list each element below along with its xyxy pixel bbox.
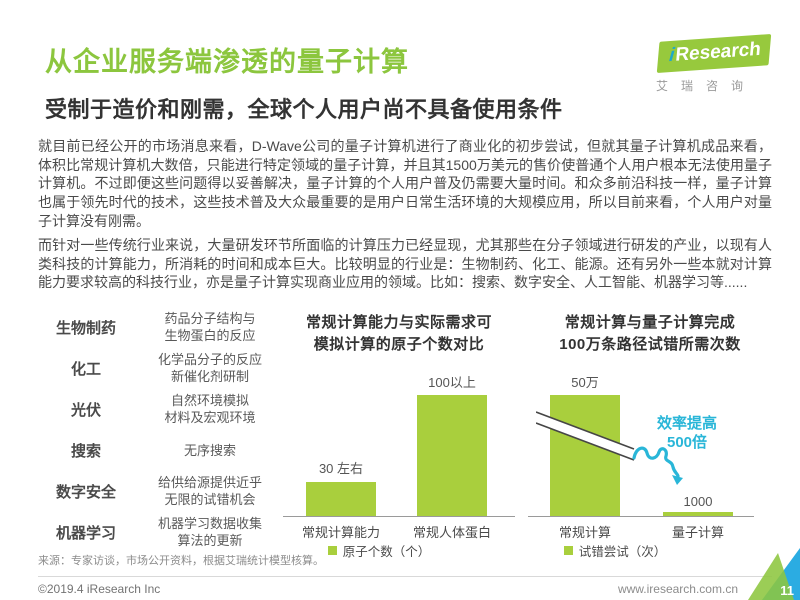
body-paragraph-1: 就目前已经公开的市场消息来看，D-Wave公司的量子计算机进行了商业化的初步尝试… — [38, 138, 772, 229]
industry-desc-line: 化学品分子的反应 — [157, 352, 262, 367]
bar-value-label: 50万 — [571, 375, 599, 390]
industry-desc: 无序搜索 — [130, 442, 290, 459]
table-row: 光伏 自然环境模拟 材料及宏观环境 — [42, 392, 290, 426]
footer-divider — [38, 576, 772, 577]
logo-chinese-text: 艾瑞咨询 — [656, 79, 757, 93]
axis-break-icon — [536, 411, 635, 461]
x-axis — [528, 516, 754, 517]
source-note: 来源：专家访谈，市场公开资料，根据艾瑞统计模型核算。 — [38, 555, 324, 567]
iresearch-logo: iResearch 艾瑞咨询 — [650, 33, 772, 94]
category-label: 常规人体蛋白 — [412, 525, 491, 540]
efficiency-annotation: 效率提高 500倍 — [656, 415, 717, 451]
category-label: 量子计算 — [671, 525, 724, 540]
legend-label: 原子个数（个） — [342, 545, 431, 559]
x-axis — [283, 516, 515, 517]
squiggle-arrow-icon — [632, 446, 683, 485]
industry-desc-line: 材料及宏观环境 — [164, 410, 256, 425]
industry-desc-line: 无序搜索 — [183, 442, 236, 458]
industry-desc: 药品分子结构与 生物蛋白的反应 — [130, 310, 290, 344]
industry-table: 生物制药 药品分子结构与 生物蛋白的反应 化工 化学品分子的反应 新催化剂研制 … — [42, 310, 290, 556]
logo-brand-text: Research — [674, 38, 762, 66]
legend-swatch-icon — [327, 546, 337, 555]
industry-label: 搜索 — [70, 442, 101, 460]
legend-label: 试错尝试（次） — [578, 545, 667, 559]
chart-title: 常规计算与量子计算完成 100万条路径试错所需次数 — [559, 314, 741, 353]
table-row: 化工 化学品分子的反应 新催化剂研制 — [42, 351, 290, 385]
industry-desc: 化学品分子的反应 新催化剂研制 — [130, 351, 290, 385]
industry-desc: 机器学习数据收集 算法的更新 — [130, 515, 290, 549]
bar-quantum-computing — [663, 512, 733, 516]
industry-desc-line: 药品分子结构与 — [164, 311, 256, 326]
industry-label: 生物制药 — [55, 319, 116, 337]
iresearch-logo-mark: iResearch — [656, 33, 772, 74]
bar-conventional-computing — [306, 482, 376, 516]
chart-legend: 试错尝试（次） — [493, 541, 737, 560]
industry-label: 数字安全 — [55, 483, 116, 501]
industry-desc-line: 新催化剂研制 — [170, 369, 249, 384]
corner-decoration — [748, 548, 800, 600]
industry-desc-line: 生物蛋白的反应 — [164, 328, 256, 343]
chart-legend: 原子个数（个） — [263, 541, 495, 560]
industry-desc-line: 无限的试错机会 — [164, 492, 256, 507]
industry-desc-line: 给供给源提供近乎 — [157, 475, 262, 490]
chart-atom-comparison: 常规计算能力与实际需求可 模拟计算的原子个数对比 30 左右 100以上 常规计… — [283, 310, 515, 562]
copyright-text: ©2019.4 iResearch Inc — [38, 582, 161, 596]
table-row: 机器学习 机器学习数据收集 算法的更新 — [42, 515, 290, 549]
bar-conventional-computing — [550, 395, 620, 516]
bar-value-label: 1000 — [683, 494, 713, 509]
body-paragraph-2: 而针对一些传统行业来说，大量研发环节所面临的计算压力已经显现，尤其那些在分子领域… — [38, 237, 772, 291]
chart-title: 常规计算能力与实际需求可 模拟计算的原子个数对比 — [305, 314, 492, 353]
bar-human-protein — [417, 395, 487, 516]
industry-label: 化工 — [70, 360, 101, 378]
legend-swatch-icon — [563, 546, 573, 555]
table-row: 生物制药 药品分子结构与 生物蛋白的反应 — [42, 310, 290, 344]
table-row: 数字安全 给供给源提供近乎 无限的试错机会 — [42, 474, 290, 508]
page-subtitle: 受制于造价和刚需，全球个人用户尚不具备使用条件 — [45, 97, 563, 122]
page-number: 11 — [780, 583, 794, 598]
industry-desc-line: 机器学习数据收集 — [157, 516, 262, 531]
website-link[interactable]: www.iresearch.com.cn — [617, 582, 738, 596]
bar-value-label: 30 左右 — [318, 461, 364, 476]
industry-desc-line: 自然环境模拟 — [170, 393, 249, 408]
category-label: 常规计算能力 — [301, 525, 380, 540]
industry-label: 机器学习 — [55, 524, 116, 542]
industry-label: 光伏 — [70, 401, 101, 419]
category-label: 常规计算 — [558, 525, 611, 540]
table-row: 搜索 无序搜索 — [42, 433, 290, 467]
chart-trial-comparison: 常规计算与量子计算完成 100万条路径试错所需次数 50万 1000 效率提高 … — [528, 310, 772, 562]
industry-desc: 自然环境模拟 材料及宏观环境 — [130, 392, 290, 426]
page-title: 从企业服务端渗透的量子计算 — [45, 47, 409, 77]
industry-desc: 给供给源提供近乎 无限的试错机会 — [130, 474, 290, 508]
bar-value-label: 100以上 — [428, 375, 476, 390]
industry-desc-line: 算法的更新 — [177, 533, 243, 548]
